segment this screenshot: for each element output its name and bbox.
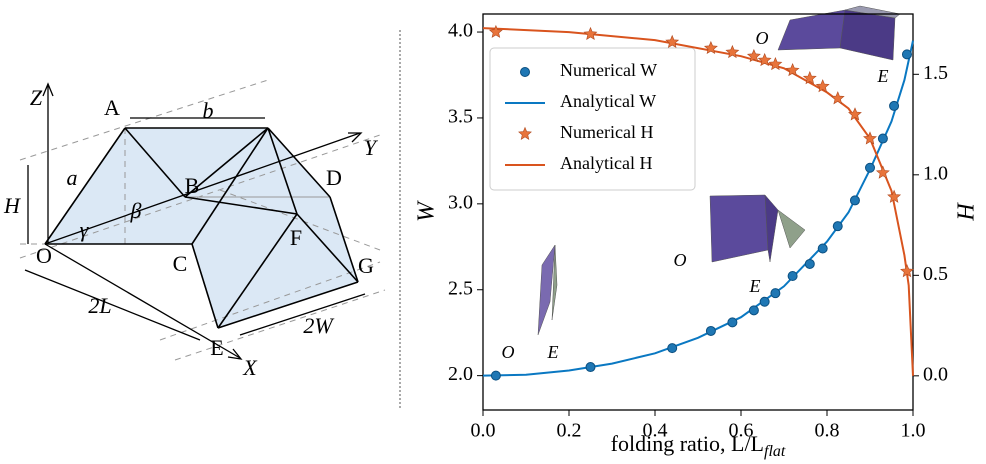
circle-marker	[748, 305, 759, 316]
inset-label: O	[756, 28, 769, 48]
x-tick-label: 0.6	[729, 420, 754, 442]
circle-marker	[804, 258, 815, 269]
star-marker	[900, 264, 914, 278]
diagram-label: Z	[30, 85, 43, 110]
y-tick-label: 3.0	[448, 191, 473, 213]
y2-tick-label: 1.0	[923, 162, 948, 184]
diagram-label: 2W	[303, 313, 334, 338]
legend-label: Analytical W	[560, 91, 656, 111]
circle-marker	[770, 288, 781, 299]
circle-marker	[889, 100, 900, 111]
y-axis-label: W	[414, 200, 440, 222]
y2-tick-label: 0.5	[923, 263, 948, 285]
x-axis-label-main: folding ratio, L/L	[611, 431, 764, 456]
folded-sheet	[45, 128, 358, 328]
inset-label: O	[674, 250, 687, 270]
x-tick-label: 0.0	[471, 420, 496, 442]
star-marker	[768, 57, 783, 71]
inset-label: E	[547, 342, 559, 362]
star-marker	[815, 79, 830, 93]
star-marker	[848, 107, 862, 121]
x-tick-label: 1.0	[901, 420, 926, 442]
circle-marker	[585, 362, 596, 373]
y2-tick-label: 0.0	[923, 363, 948, 385]
legend-box	[489, 47, 696, 191]
diagram-label: a	[67, 165, 78, 190]
diagram-label: H	[3, 193, 21, 218]
inset-label: E	[749, 276, 761, 296]
diagram-label: γ	[80, 217, 90, 242]
circle-marker	[727, 317, 738, 328]
inset-label: E	[877, 66, 889, 86]
x-axis-label-sub: flat	[764, 443, 786, 460]
plot-frame	[482, 13, 914, 411]
diagram-label: b	[203, 98, 214, 123]
star-marker	[757, 52, 772, 67]
circle-marker	[901, 49, 912, 60]
star-marker	[830, 91, 845, 105]
star-marker	[875, 165, 890, 179]
star-marker	[518, 126, 532, 140]
diagram-label: X	[242, 355, 258, 380]
circle-marker	[849, 195, 860, 206]
circle-marker	[759, 296, 770, 307]
diagram-label: F	[290, 225, 302, 250]
x-tick-label: 0.4	[643, 420, 668, 442]
y-tick-label: 4.0	[448, 20, 473, 42]
star-marker	[785, 63, 800, 77]
legend-label: Analytical H	[560, 153, 652, 173]
star-marker	[802, 71, 817, 85]
diagram-label: 2L	[88, 293, 111, 318]
star-marker	[703, 40, 718, 55]
diagram-label: E	[210, 335, 223, 360]
diagram-label: G	[358, 253, 374, 278]
diagram-label: β	[130, 198, 142, 223]
star-marker	[887, 189, 902, 203]
edges	[44, 127, 359, 329]
y2-axis-label: H	[954, 202, 980, 222]
diagram-label: Y	[364, 135, 379, 160]
star-marker	[725, 44, 740, 59]
star-marker	[746, 48, 761, 63]
x-tick-label: 0.8	[815, 420, 840, 442]
diagram-label: B	[185, 173, 200, 198]
circle-marker	[877, 133, 888, 144]
diagram-label: A	[104, 95, 120, 120]
y-tick-label: 2.5	[448, 277, 473, 299]
circle-marker	[817, 243, 828, 254]
y2-tick-label: 1.5	[923, 62, 948, 84]
star-marker	[488, 24, 503, 38]
diagram-label: O	[36, 243, 52, 268]
x-tick-label: 0.2	[557, 420, 582, 442]
diagram-label: C	[173, 251, 188, 276]
star-marker	[665, 34, 680, 49]
star-marker	[863, 131, 877, 145]
circle-marker	[787, 270, 798, 281]
x-axis-label: folding ratio, L/Lflat	[611, 431, 786, 460]
circle-marker	[520, 67, 530, 77]
axes-arrows	[24, 82, 366, 360]
inset-label: O	[502, 342, 515, 362]
star-marker	[583, 26, 598, 41]
legend-label: Numerical W	[560, 60, 657, 80]
circle-marker	[667, 343, 678, 354]
y-tick-label: 2.0	[448, 363, 473, 385]
circle-marker	[705, 325, 716, 336]
circle-marker	[832, 221, 843, 232]
legend-label: Numerical H	[560, 122, 653, 142]
circle-marker	[490, 370, 501, 381]
diagram-label: D	[326, 165, 342, 190]
circle-marker	[865, 162, 875, 173]
y-tick-label: 3.5	[448, 106, 473, 128]
diagram	[19, 79, 386, 361]
insets	[537, 5, 901, 336]
